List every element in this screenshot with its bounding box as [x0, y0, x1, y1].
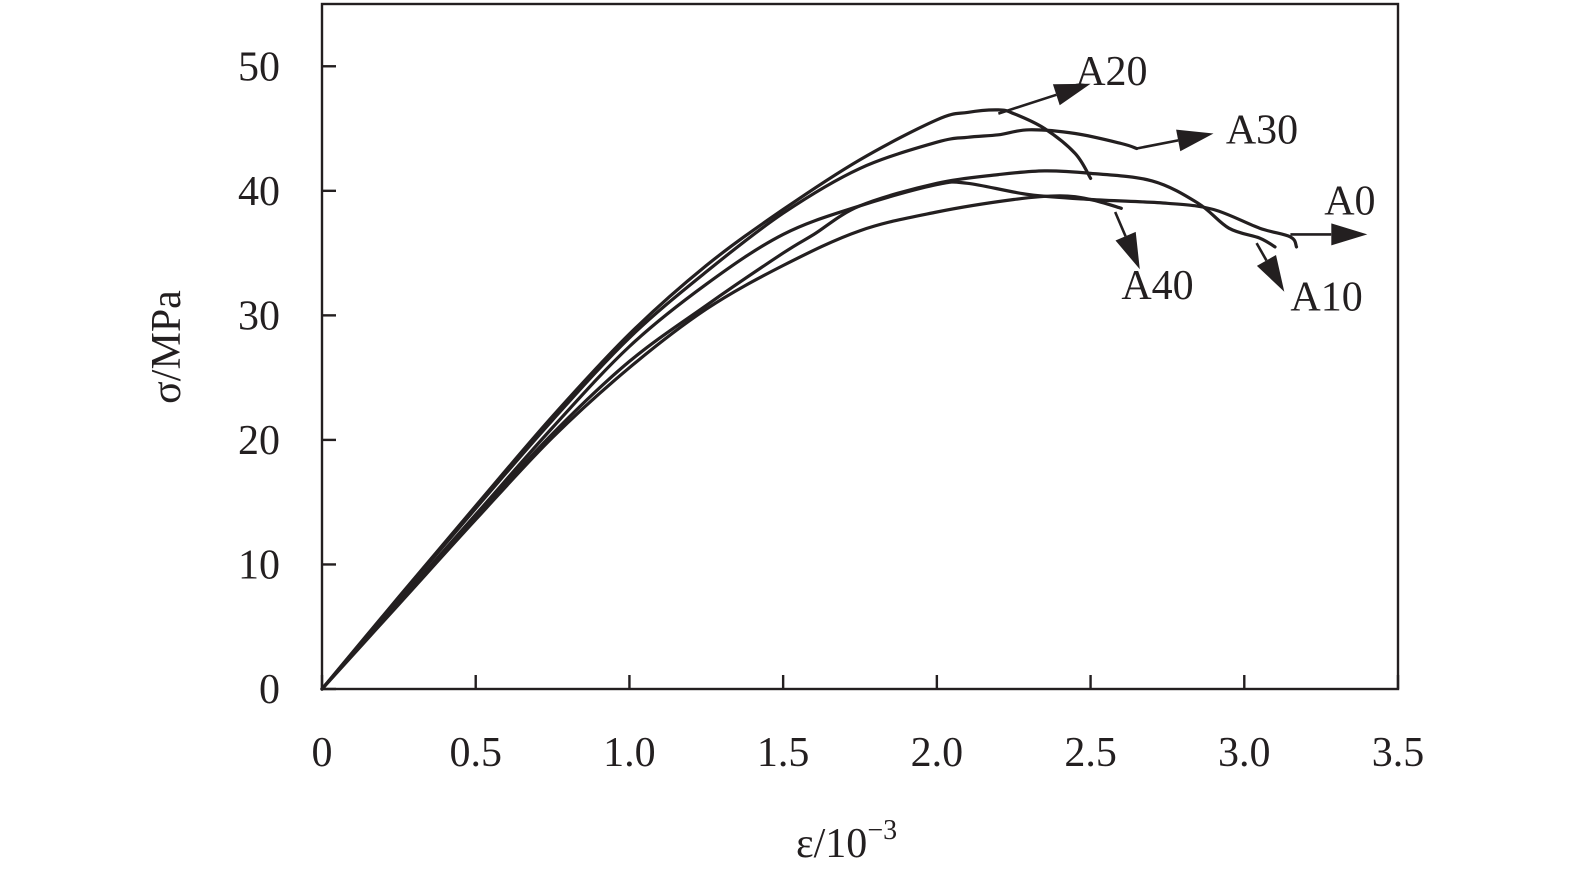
x-tick-label: 1.5: [757, 730, 810, 776]
annotation-arrow-line: [997, 93, 1057, 115]
annotation-a20: A20: [997, 49, 1148, 115]
x-tick-label: 2.0: [911, 730, 964, 776]
y-tick-label: 10: [238, 542, 280, 588]
x-tick-label: 0: [312, 730, 333, 776]
annotation-label: A30: [1226, 107, 1298, 153]
series-line-a0: [320, 180, 1299, 691]
arrow-head-icon: [1052, 83, 1091, 106]
y-tick-label: 30: [238, 293, 280, 339]
annotation-a30: A30: [1136, 107, 1298, 153]
annotation-arrow-line: [1136, 139, 1179, 150]
series-line-a40: [320, 194, 1123, 691]
annotation-label: A0: [1324, 178, 1375, 224]
x-axis-title-main: ε/10: [796, 821, 867, 867]
annotation-label: A40: [1121, 263, 1193, 309]
x-tick-label: 2.5: [1064, 730, 1117, 776]
arrow-head-icon: [1176, 129, 1214, 152]
series-line-a30: [320, 128, 1139, 691]
arrow-head-icon: [1256, 255, 1285, 292]
annotation-label: A10: [1290, 274, 1362, 320]
x-axis-title-exponent: −3: [867, 815, 897, 846]
annotation-arrow-line: [1113, 211, 1127, 237]
annotation-a40: A40: [1113, 211, 1194, 309]
arrow-head-icon: [1331, 223, 1368, 246]
x-axis-title: ε/10−3: [796, 815, 897, 867]
annotation-a10: A10: [1255, 242, 1363, 320]
axis-ticks: 0 0.5 1.0 1.5 2.0 2.5 3.0 3.5 0 10 20 30 40 50: [238, 44, 1424, 776]
y-tick-label: 0: [259, 667, 280, 713]
x-tick-label: 3.0: [1218, 730, 1271, 776]
series-line-a20: [320, 108, 1093, 691]
annotation-a0: A0: [1290, 178, 1376, 246]
y-tick-label: 20: [238, 418, 280, 464]
y-tick-label: 50: [238, 44, 280, 90]
x-tick-label: 3.5: [1372, 730, 1425, 776]
y-tick-label: 40: [238, 169, 280, 215]
x-tick-label: 1.0: [603, 730, 656, 776]
series-annotations: A20 A30 A0 A40 A10: [997, 49, 1376, 320]
series-line-a10: [320, 169, 1277, 691]
annotation-arrow-line: [1255, 242, 1268, 262]
y-axis-title: σ/MPa: [144, 290, 190, 404]
annotation-label: A20: [1075, 49, 1147, 95]
series-curves: [320, 108, 1299, 691]
plot-frame: [320, 2, 1400, 691]
x-tick-label: 0.5: [449, 730, 502, 776]
arrow-head-icon: [1115, 231, 1140, 270]
